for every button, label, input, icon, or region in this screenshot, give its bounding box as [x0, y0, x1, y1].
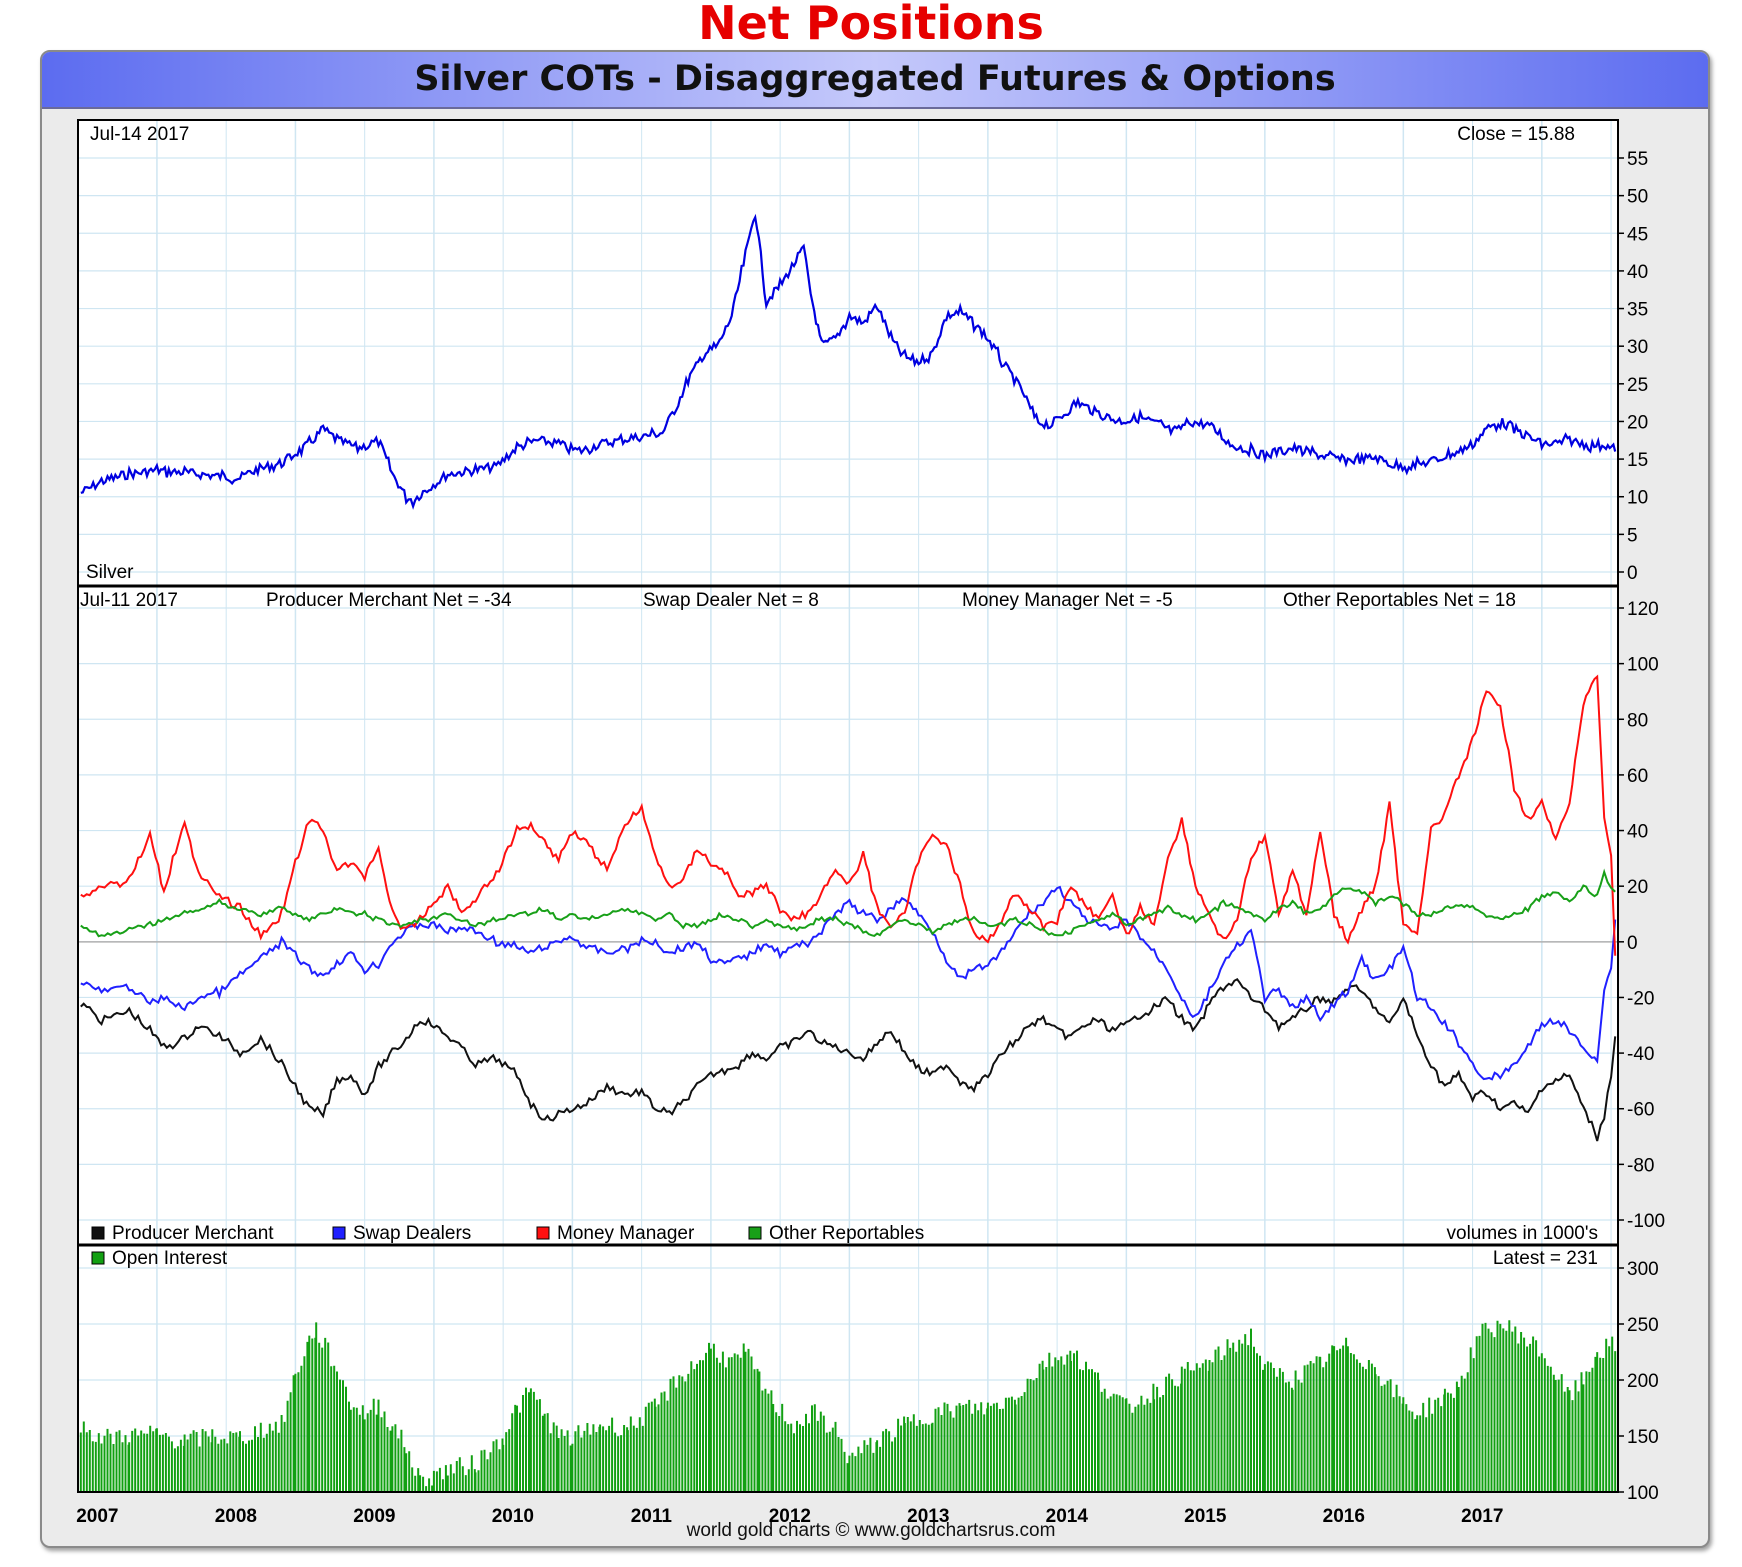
y-tick-label-price: 10 — [1627, 488, 1648, 509]
x-tick-label: 2012 — [769, 1506, 811, 1527]
volumes-note: volumes in 1000's — [1447, 1223, 1599, 1244]
close-label: Close = 15.88 — [1457, 124, 1575, 145]
chart-title: Silver COTs - Disaggregated Futures & Op… — [414, 59, 1336, 99]
y-tick-label-net: 20 — [1627, 877, 1648, 898]
y-tick-label-price: 5 — [1627, 525, 1638, 546]
y-tick-label-net: 80 — [1627, 710, 1648, 731]
y-tick-label-price: 55 — [1627, 149, 1648, 170]
y-tick-label-net: 40 — [1627, 822, 1648, 843]
y-tick-label-net: -40 — [1627, 1044, 1654, 1065]
net-date-label: Jul-11 2017 — [80, 590, 178, 611]
plot-border — [77, 119, 1619, 1493]
x-tick-label: 2014 — [1046, 1506, 1089, 1527]
legend-open-interest: Open Interest — [112, 1248, 228, 1269]
grid-layer — [78, 120, 1618, 1493]
silver-series-label: Silver — [86, 562, 134, 583]
y-tick-label-net: 120 — [1627, 599, 1659, 620]
y-tick-label-oi: 300 — [1627, 1259, 1659, 1280]
net-positions-panel: Jul-11 2017 Producer Merchant Net = -34 … — [78, 590, 1618, 1244]
y-tick-label-net: -20 — [1627, 988, 1654, 1009]
y-tick-label-oi: 150 — [1627, 1427, 1659, 1448]
other-reportables-line — [80, 868, 1616, 938]
price-panel: Jul-14 2017 Close = 15.88 Silver — [80, 124, 1617, 583]
y-tick-label-price: 35 — [1627, 300, 1648, 321]
y-tick-label-price: 0 — [1627, 563, 1638, 584]
legend-swatch-open-interest — [91, 1251, 105, 1265]
legend-swatch-manager — [536, 1226, 550, 1240]
price-date-label: Jul-14 2017 — [90, 124, 189, 145]
legend-money-manager: Money Manager — [557, 1223, 695, 1244]
x-tick-label: 2015 — [1184, 1506, 1227, 1527]
axis-layer: 2007 2008 2009 2010 2011 2012 2013 2014 2015 2016… — [76, 149, 1665, 1527]
latest-label: Latest = 231 — [1493, 1248, 1598, 1269]
page-title: Net Positions — [698, 0, 1044, 50]
producer-merchant-line — [80, 977, 1617, 1142]
silver-price-line — [80, 213, 1617, 510]
plot-background — [78, 120, 1618, 1492]
legend-swatch-swap — [332, 1226, 346, 1240]
y-tick-label-price: 30 — [1627, 337, 1648, 358]
x-tick-label: 2007 — [76, 1506, 118, 1527]
other-net-annotation: Other Reportables Net = 18 — [1283, 590, 1516, 611]
y-tick-label-net: -80 — [1627, 1155, 1654, 1176]
manager-net-annotation: Money Manager Net = -5 — [962, 590, 1173, 611]
y-tick-label-price: 20 — [1627, 412, 1648, 433]
swap-net-annotation: Swap Dealer Net = 8 — [643, 590, 819, 611]
legend-other-reportables: Other Reportables — [769, 1223, 924, 1244]
x-tick-label: 2013 — [907, 1506, 949, 1527]
x-tick-label: 2010 — [492, 1506, 534, 1527]
y-tick-label-net: -100 — [1627, 1211, 1665, 1232]
y-tick-label-price: 15 — [1627, 450, 1648, 471]
y-tick-label-oi: 250 — [1627, 1315, 1659, 1336]
legend-swatch-other — [748, 1226, 762, 1240]
swap-dealers-line — [80, 885, 1617, 1081]
producer-net-annotation: Producer Merchant Net = -34 — [266, 590, 512, 611]
open-interest-panel: Open Interest Latest = 231 — [79, 1248, 1617, 1492]
y-tick-label-net: -60 — [1627, 1100, 1654, 1121]
legend-producer-merchant: Producer Merchant — [112, 1223, 274, 1244]
legend-swap-dealers: Swap Dealers — [353, 1223, 471, 1244]
y-tick-label-price: 25 — [1627, 375, 1648, 396]
chart-header-bar: Silver COTs - Disaggregated Futures & Op… — [42, 52, 1708, 109]
money-manager-line — [80, 674, 1617, 956]
x-tick-label: 2009 — [353, 1506, 395, 1527]
y-tick-label-net: 60 — [1627, 766, 1648, 787]
y-tick-label-oi: 200 — [1627, 1371, 1659, 1392]
y-tick-label-net: 0 — [1627, 933, 1638, 954]
legend-swatch-producer — [91, 1226, 105, 1240]
y-tick-label-price: 40 — [1627, 262, 1648, 283]
x-tick-label: 2008 — [215, 1506, 257, 1527]
y-tick-label-net: 100 — [1627, 655, 1659, 676]
open-interest-bars — [79, 1320, 1617, 1492]
y-tick-label-price: 45 — [1627, 224, 1648, 245]
footer-credit: world gold charts © www.goldchartsrus.co… — [686, 1520, 1056, 1541]
x-tick-label: 2011 — [631, 1506, 673, 1527]
y-tick-label-oi: 100 — [1627, 1483, 1659, 1504]
x-tick-label: 2017 — [1461, 1506, 1503, 1527]
y-tick-label-price: 50 — [1627, 187, 1648, 208]
x-tick-label: 2016 — [1323, 1506, 1365, 1527]
